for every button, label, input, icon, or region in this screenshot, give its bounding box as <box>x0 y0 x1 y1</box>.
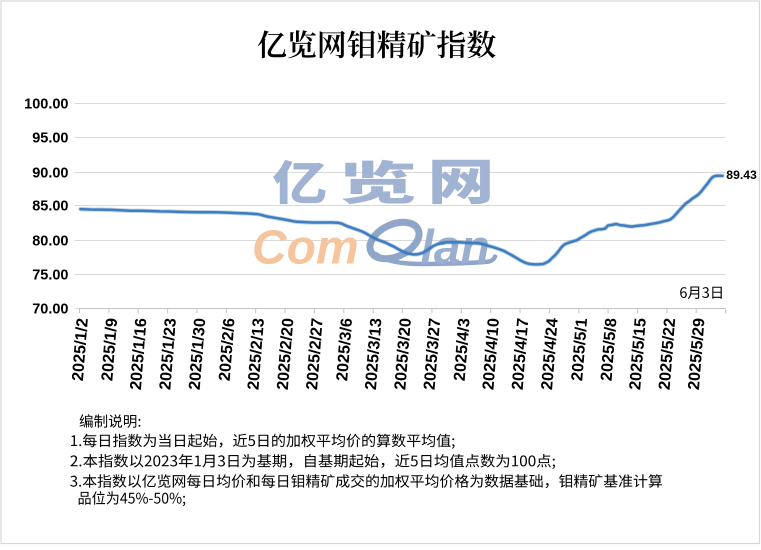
svg-text:2025/4/3: 2025/4/3 <box>451 317 474 381</box>
svg-text:Com: Com <box>252 222 359 275</box>
svg-text:2025/4/17: 2025/4/17 <box>509 317 533 390</box>
svg-text:70.00: 70.00 <box>32 302 68 318</box>
svg-text:2025/1/16: 2025/1/16 <box>127 317 151 390</box>
svg-text:2025/1/23: 2025/1/23 <box>156 317 180 390</box>
svg-text:2025/3/6: 2025/3/6 <box>333 317 356 381</box>
svg-text:85.00: 85.00 <box>32 199 68 215</box>
svg-text:2025/5/15: 2025/5/15 <box>626 317 650 390</box>
svg-text:2025/5/8: 2025/5/8 <box>597 317 620 381</box>
svg-text:2025/5/29: 2025/5/29 <box>685 317 709 390</box>
svg-text:95.00: 95.00 <box>32 131 68 147</box>
svg-text:2025/1/30: 2025/1/30 <box>186 317 210 390</box>
svg-text:100.00: 100.00 <box>24 97 68 113</box>
svg-text:90.00: 90.00 <box>32 166 68 182</box>
svg-text:2025/4/10: 2025/4/10 <box>479 317 503 390</box>
svg-text:2025/2/27: 2025/2/27 <box>303 317 327 390</box>
svg-text:2025/2/20: 2025/2/20 <box>274 317 298 390</box>
svg-text:89.43: 89.43 <box>726 168 757 182</box>
svg-text:2025/3/27: 2025/3/27 <box>421 317 445 390</box>
svg-text:2025/4/24: 2025/4/24 <box>538 317 562 390</box>
svg-text:75.00: 75.00 <box>32 268 68 284</box>
svg-text:2025/5/1: 2025/5/1 <box>568 317 591 381</box>
svg-text:2025/3/13: 2025/3/13 <box>362 317 386 390</box>
svg-text:2025/2/13: 2025/2/13 <box>244 317 268 390</box>
svg-text:2025/1/9: 2025/1/9 <box>98 317 121 381</box>
svg-text:2025/5/22: 2025/5/22 <box>656 317 680 390</box>
svg-text:2025/3/20: 2025/3/20 <box>391 317 415 390</box>
svg-text:2025/2/6: 2025/2/6 <box>216 317 239 381</box>
svg-text:80.00: 80.00 <box>32 234 68 250</box>
svg-text:2025/1/2: 2025/1/2 <box>69 317 92 381</box>
